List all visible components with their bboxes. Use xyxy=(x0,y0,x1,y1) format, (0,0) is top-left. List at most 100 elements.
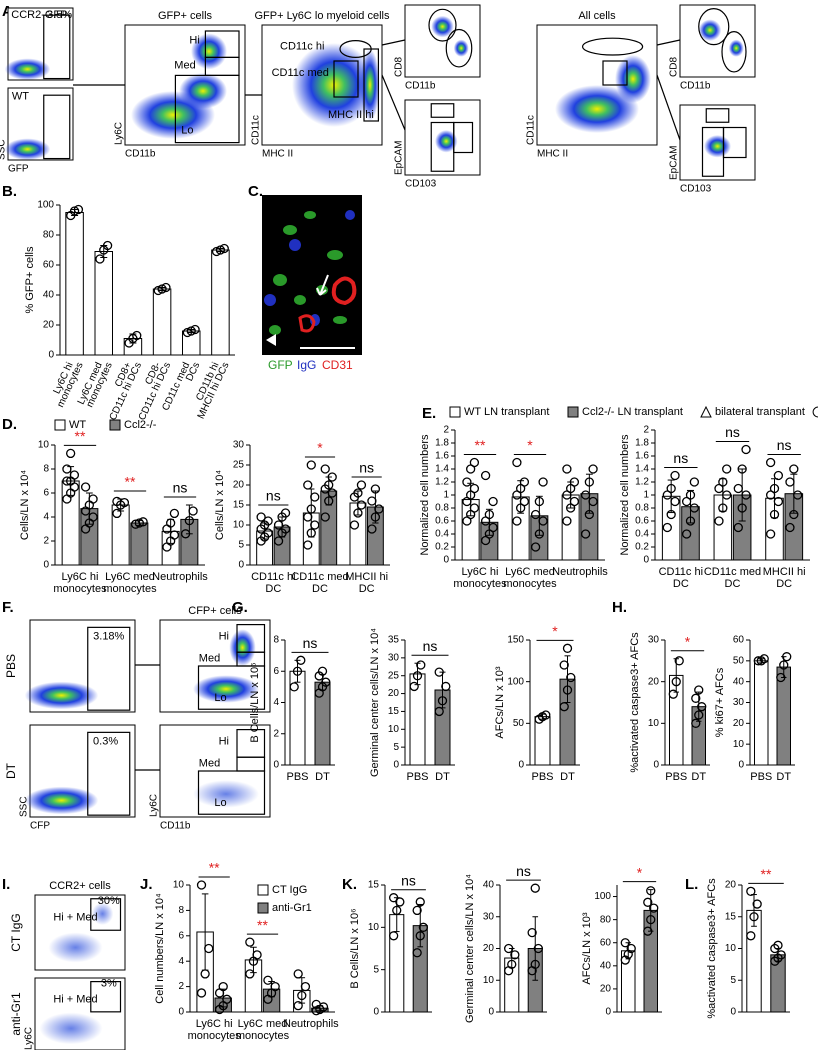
x-tick-label: DT xyxy=(435,771,450,783)
data-point xyxy=(317,666,328,676)
data-point xyxy=(752,899,762,909)
data-point xyxy=(691,693,701,703)
y-tick-label: 0.8 xyxy=(635,503,649,514)
plot-title: CCR2+ cells xyxy=(49,880,111,892)
data-point xyxy=(327,472,337,482)
data-point xyxy=(314,671,324,681)
panel-letter: G. xyxy=(232,599,248,616)
x-tick-label: DC xyxy=(359,583,375,595)
axis-label: Ly6C xyxy=(114,122,125,145)
y-tick-label: 1.6 xyxy=(435,451,449,462)
x-tick-label: CD11c hi xyxy=(251,571,295,583)
y-axis-label: B Cells/LN x 10⁶ xyxy=(349,908,361,988)
side-label: CT IgG xyxy=(9,913,23,951)
x-tick-label: Ly6C med xyxy=(505,566,555,578)
data-point xyxy=(773,470,784,481)
significance-label: ** xyxy=(475,437,486,453)
density-cloud xyxy=(615,55,651,103)
data-point xyxy=(685,490,696,500)
axis-label: MHC II xyxy=(262,149,293,160)
data-point xyxy=(73,204,84,215)
significance-label: * xyxy=(685,633,691,649)
data-point xyxy=(293,1001,303,1011)
gate-label: 3.5% xyxy=(47,9,72,21)
x-tick-label: Ly6C hi xyxy=(62,571,99,583)
data-point xyxy=(714,516,724,526)
data-point xyxy=(584,509,594,520)
data-point xyxy=(412,905,422,916)
data-point xyxy=(722,490,732,500)
data-point xyxy=(580,529,591,539)
data-point xyxy=(538,516,548,526)
gate xyxy=(43,14,71,80)
arrow xyxy=(381,39,406,46)
axis-label: CD8 xyxy=(669,57,680,77)
axis-label: CD11c xyxy=(526,115,537,145)
y-tick-label: 0 xyxy=(393,760,399,771)
data-point xyxy=(409,681,419,692)
data-point xyxy=(102,240,113,251)
data-point xyxy=(779,660,789,670)
x-tick-label: PBS xyxy=(665,771,687,783)
gate-label: Hi xyxy=(219,735,229,747)
data-point xyxy=(252,950,262,960)
y-tick-label: 0.4 xyxy=(435,529,449,540)
y-tick-label: 20 xyxy=(388,688,400,699)
y-tick-label: 20 xyxy=(725,880,737,891)
y-tick-label: 1 xyxy=(443,490,449,501)
legend-label: CT IgG xyxy=(272,884,307,896)
data-point xyxy=(649,903,659,913)
significance-label: ns xyxy=(401,872,416,888)
data-point xyxy=(69,470,80,480)
significance-label: ns xyxy=(423,638,438,654)
data-point xyxy=(374,504,384,514)
y-tick-label: 5 xyxy=(393,742,399,753)
data-point xyxy=(169,508,180,519)
gate xyxy=(428,8,457,42)
bar xyxy=(754,660,769,766)
data-point xyxy=(190,324,200,335)
data-point xyxy=(718,503,728,513)
data-point xyxy=(306,504,316,514)
data-point xyxy=(462,477,472,487)
axis-label: CD11b xyxy=(680,81,711,92)
data-point xyxy=(776,950,786,960)
y-tick-label: 1.4 xyxy=(635,464,649,475)
y-tick-label: 40 xyxy=(733,676,745,687)
y-tick-label: 0.8 xyxy=(435,503,449,514)
data-point xyxy=(559,702,569,712)
x-tick-label: PBS xyxy=(531,771,553,783)
density-cloud xyxy=(555,85,639,133)
bar xyxy=(65,212,84,356)
data-point xyxy=(273,536,284,546)
data-point xyxy=(484,509,495,520)
data-point xyxy=(674,656,684,666)
significance-label: ns xyxy=(777,437,792,453)
data-point xyxy=(689,477,700,487)
y-tick-label: 1.8 xyxy=(435,438,449,449)
y-axis-label: Cell numbers/LN x 10⁴ xyxy=(154,893,166,1004)
gate xyxy=(87,626,131,711)
data-point xyxy=(324,496,334,506)
data-point xyxy=(749,912,759,922)
y-tick-label: 100 xyxy=(37,200,54,211)
legend-label: WT xyxy=(69,419,86,431)
y-tick-label: 0.2 xyxy=(635,542,649,553)
data-point xyxy=(773,953,783,963)
data-point xyxy=(441,681,451,692)
data-point xyxy=(765,457,776,468)
data-point xyxy=(434,706,444,717)
legend-marker xyxy=(700,405,712,418)
legend-swatch xyxy=(449,406,461,418)
data-point xyxy=(412,948,422,958)
y-tick-label: 2 xyxy=(643,425,649,436)
y-tick-label: 50 xyxy=(733,655,745,666)
data-point xyxy=(519,496,530,507)
data-point xyxy=(469,457,480,468)
data-point xyxy=(519,477,530,487)
data-point xyxy=(588,464,598,474)
y-tick-label: 20 xyxy=(733,718,745,729)
significance-label: ns xyxy=(173,480,188,496)
y-tick-label: 35 xyxy=(388,635,400,646)
y-tick-label: 2 xyxy=(273,728,279,739)
